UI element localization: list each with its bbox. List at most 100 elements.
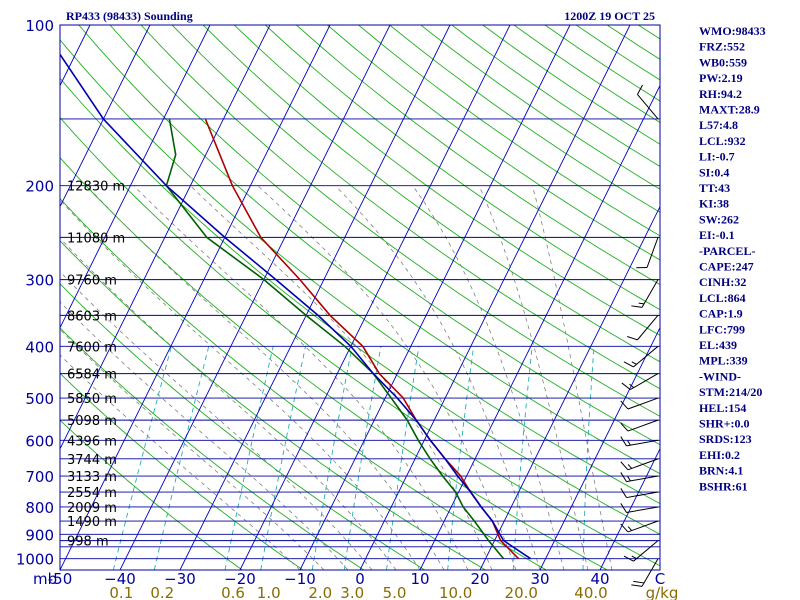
moist-adiabat <box>335 185 541 570</box>
wind-barb <box>620 436 659 447</box>
height-label: 11080 m <box>67 231 125 246</box>
dry-adiabat <box>78 25 660 475</box>
wind-barb <box>627 315 659 341</box>
mixing-ratio-line <box>112 346 172 570</box>
mixing-ratio-label: 0.1 <box>109 584 133 600</box>
index-line: -PARCEL- <box>699 244 755 258</box>
wind-barb-half-flag <box>627 476 631 482</box>
height-label: 9760 m <box>67 274 117 289</box>
pressure-tick-label: 100 <box>25 17 54 35</box>
temperature-tick-label: 10 <box>410 570 429 588</box>
index-line: LI:-0.7 <box>699 150 735 164</box>
height-label: 12830 m <box>67 180 125 195</box>
mixing-ratio-line <box>224 346 274 570</box>
wind-barb-half-flag <box>631 361 637 365</box>
wind-barb-flag <box>631 305 643 308</box>
height-label: 998 m <box>67 535 109 550</box>
wind-barb-staff <box>630 373 659 391</box>
wind-barb-staff <box>626 475 659 483</box>
wind-barb-staff <box>627 458 659 471</box>
chart-title: RP433 (98433) Sounding <box>66 9 193 23</box>
wind-barb-staff <box>627 419 659 432</box>
wind-barb <box>631 558 659 587</box>
profile-series <box>60 52 532 560</box>
wind-barb <box>620 397 659 410</box>
grid-lines <box>0 25 660 570</box>
wind-barb-half-flag <box>629 383 635 389</box>
series-dewpoint <box>165 118 505 560</box>
mixing-ratio-label: 0.2 <box>150 584 174 600</box>
isotherm-line <box>60 25 211 329</box>
wind-barb-staff <box>637 94 659 120</box>
dry-adiabat <box>327 25 660 261</box>
moist-adiabat <box>478 185 589 570</box>
index-line: WB0:559 <box>699 55 747 69</box>
mixing-ratio-line <box>311 346 353 570</box>
pressure-tick-label: 200 <box>25 178 54 196</box>
dry-adiabat <box>60 77 660 535</box>
wind-barb-flag <box>620 422 629 432</box>
index-line: CAP:1.9 <box>699 307 743 321</box>
mixing-ratio-label: 0.6 <box>221 584 245 600</box>
mixing-ratio-label: 20.0 <box>505 584 538 600</box>
index-line: CINH:32 <box>699 275 746 289</box>
dry-adiabat <box>140 25 660 417</box>
temperature-tick-label: 0 <box>355 570 365 588</box>
dry-adiabat <box>60 419 243 570</box>
pressure-tick-label: 800 <box>25 499 54 517</box>
pressure-unit-label: mb <box>33 570 57 588</box>
isotherm-line <box>0 25 30 570</box>
height-label: 2009 m <box>67 501 117 516</box>
wind-barb <box>636 84 659 120</box>
wind-barb <box>636 237 659 269</box>
wind-barb-flag <box>620 472 627 482</box>
index-line: EHI:0.2 <box>699 448 740 462</box>
wind-barb-flag <box>620 523 629 533</box>
mixing-ratio-label: 5.0 <box>383 584 407 600</box>
temperature-tick-label: −10 <box>284 570 316 588</box>
index-line: SRDS:123 <box>699 432 752 446</box>
wind-barb <box>631 279 659 308</box>
index-line: HEL:154 <box>699 401 746 415</box>
height-labels: 12830 m 11080 m 9760 m 8603 m 7600 m 6584 m 58… <box>67 180 125 550</box>
mixing-ratio-line <box>343 346 382 570</box>
dry-adiabat <box>60 327 365 570</box>
wind-barb-staff <box>633 540 659 562</box>
dry-adiabat <box>202 25 660 363</box>
moist-adiabat <box>257 185 517 570</box>
height-label: 5850 m <box>67 392 117 407</box>
height-label: 2554 m <box>67 486 117 501</box>
dry-adiabat <box>544 25 660 102</box>
moist-adiabat <box>133 185 469 570</box>
index-line: EI:-0.1 <box>699 228 735 242</box>
temperature-unit-label: C <box>655 570 665 588</box>
wind-barb-half-flag <box>631 555 637 560</box>
wind-barb-staff <box>626 491 659 499</box>
index-line: L57:4.8 <box>699 118 738 132</box>
isotherm-line <box>359 25 631 570</box>
wind-barb <box>621 373 659 391</box>
dry-adiabat <box>60 372 304 570</box>
moist-adiabat <box>190 185 493 570</box>
dry-adiabat <box>575 25 660 81</box>
wind-barb-staff <box>627 520 659 533</box>
mixing-ratio-label: 10.0 <box>439 584 472 600</box>
wind-barb-flag <box>623 361 634 368</box>
isotherm-line <box>60 25 151 208</box>
wind-barb-staff <box>626 439 659 447</box>
wind-barb-half-flag <box>627 464 633 469</box>
wind-barb-flag <box>627 336 638 341</box>
plot-frame <box>59 24 661 571</box>
mixing-ratio-line <box>153 346 210 570</box>
moist-adiabat <box>532 185 613 570</box>
moist-adiabat <box>60 237 397 570</box>
index-line: RH:94.2 <box>699 87 742 101</box>
index-line: PW:2.19 <box>699 71 743 85</box>
isotherm-line <box>60 25 271 450</box>
wind-barb <box>623 345 659 368</box>
pressure-tick-label: 1000 <box>16 551 54 569</box>
index-line: CAPE:247 <box>699 260 754 274</box>
moist-adiabat <box>60 354 301 570</box>
wind-barb <box>620 520 659 533</box>
